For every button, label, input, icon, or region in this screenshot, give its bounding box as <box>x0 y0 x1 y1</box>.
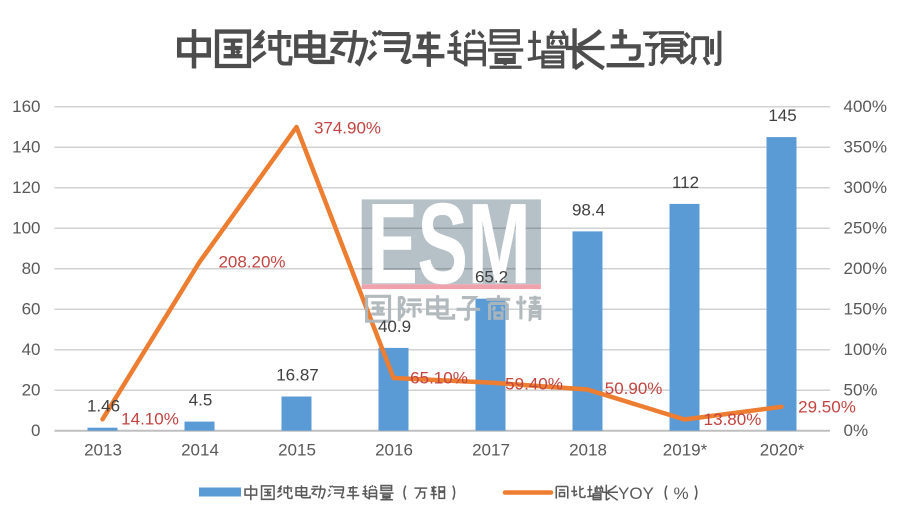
svg-text:59.40%: 59.40% <box>505 375 563 394</box>
svg-text:4.5: 4.5 <box>189 391 213 410</box>
svg-text:60: 60 <box>22 300 41 319</box>
svg-text:16.87: 16.87 <box>276 366 319 385</box>
svg-text:65.2: 65.2 <box>475 268 508 287</box>
svg-text:2020*: 2020* <box>760 441 805 460</box>
svg-text:350%: 350% <box>844 138 887 157</box>
svg-text:160: 160 <box>12 97 40 116</box>
svg-text:400%: 400% <box>844 97 887 116</box>
svg-text:%: % <box>674 484 689 503</box>
svg-text:1.46: 1.46 <box>87 397 120 416</box>
svg-text:0%: 0% <box>844 421 869 440</box>
svg-text:120: 120 <box>12 178 40 197</box>
svg-text:2017: 2017 <box>472 441 510 460</box>
svg-text:13.80%: 13.80% <box>704 410 762 429</box>
svg-text:374.90%: 374.90% <box>314 119 381 138</box>
svg-text:150%: 150% <box>844 300 887 319</box>
svg-text:140: 140 <box>12 138 40 157</box>
svg-text:0: 0 <box>31 421 40 440</box>
svg-text:50.90%: 50.90% <box>605 379 663 398</box>
svg-text:2016: 2016 <box>375 441 413 460</box>
svg-text:2018: 2018 <box>569 441 607 460</box>
svg-text:2013: 2013 <box>84 441 122 460</box>
svg-text:40: 40 <box>22 340 41 359</box>
svg-text:65.10%: 65.10% <box>410 369 468 388</box>
svg-text:145: 145 <box>768 106 796 125</box>
svg-text:ESM: ESM <box>368 179 531 308</box>
svg-text:300%: 300% <box>844 178 887 197</box>
svg-text:29.50%: 29.50% <box>798 398 856 417</box>
svg-text:YOY: YOY <box>618 484 654 503</box>
svg-text:208.20%: 208.20% <box>218 253 285 272</box>
svg-text:100: 100 <box>12 219 40 238</box>
svg-text:2014: 2014 <box>181 441 219 460</box>
svg-text:80: 80 <box>22 259 41 278</box>
svg-text:250%: 250% <box>844 219 887 238</box>
svg-text:14.10%: 14.10% <box>121 410 179 429</box>
svg-text:200%: 200% <box>844 259 887 278</box>
svg-text:2019*: 2019* <box>663 441 708 460</box>
svg-text:100%: 100% <box>844 340 887 359</box>
svg-text:40.9: 40.9 <box>378 317 411 336</box>
svg-text:112: 112 <box>672 173 699 192</box>
svg-text:98.4: 98.4 <box>572 200 605 219</box>
svg-text:50%: 50% <box>844 381 878 400</box>
svg-text:20: 20 <box>22 381 41 400</box>
svg-text:2015: 2015 <box>278 441 316 460</box>
